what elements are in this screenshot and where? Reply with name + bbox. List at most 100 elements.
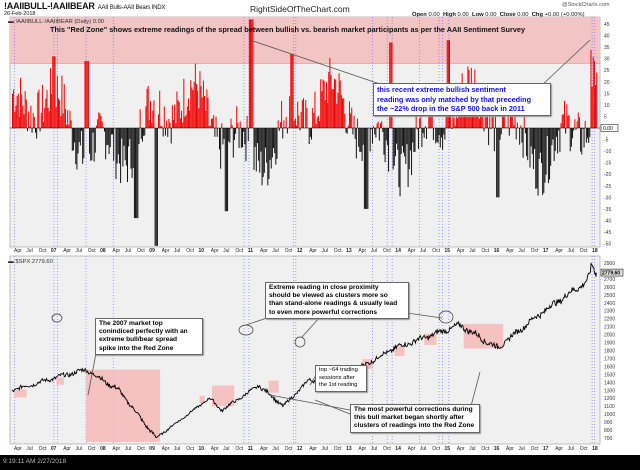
svg-text:1700: 1700 (604, 356, 615, 362)
svg-text:Jul: Jul (322, 446, 328, 452)
svg-text:10: 10 (199, 248, 205, 254)
svg-text:Oct: Oct (235, 446, 243, 452)
svg-text:2200: 2200 (604, 317, 615, 323)
svg-text:18: 18 (592, 248, 598, 254)
svg-text:-45: -45 (604, 230, 611, 236)
svg-text:Jul: Jul (125, 446, 131, 452)
svg-text:Apr: Apr (14, 446, 22, 452)
svg-text:Apr: Apr (162, 446, 170, 452)
svg-text:Oct: Oct (186, 446, 194, 452)
svg-text:13: 13 (346, 446, 352, 452)
svg-text:Jul: Jul (26, 446, 32, 452)
svg-text:Oct: Oct (137, 248, 145, 254)
svg-text:800: 800 (604, 428, 613, 434)
svg-text:Apr: Apr (555, 446, 563, 452)
svg-text:09: 09 (149, 446, 155, 452)
svg-text:Oct: Oct (39, 248, 47, 254)
svg-text:Apr: Apr (63, 248, 71, 254)
svg-text:Jul: Jul (568, 446, 574, 452)
svg-text:Oct: Oct (580, 248, 588, 254)
svg-text:Oct: Oct (580, 446, 588, 452)
svg-text:Oct: Oct (334, 446, 342, 452)
svg-text:Jul: Jul (125, 248, 131, 254)
svg-text:Apr: Apr (506, 446, 514, 452)
svg-text:16: 16 (494, 446, 500, 452)
svg-text:14: 14 (395, 248, 401, 254)
svg-text:Apr: Apr (112, 446, 120, 452)
svg-text:5: 5 (604, 114, 607, 120)
svg-text:Apr: Apr (506, 248, 514, 254)
taskbar-clock: 9:19:11 AM 2/27/2018 (3, 458, 67, 465)
svg-text:Oct: Oct (531, 446, 539, 452)
svg-text:1600: 1600 (604, 364, 615, 370)
watermark: @StockCharts.com (562, 2, 610, 8)
svg-text:Apr: Apr (457, 248, 465, 254)
svg-text:Jul: Jul (174, 446, 180, 452)
chart-subtitle: AAII Bulls-AAII Bears INDX (97, 5, 166, 11)
svg-text:Apr: Apr (555, 248, 563, 254)
svg-text:Jul: Jul (420, 446, 426, 452)
svg-text:Oct: Oct (481, 446, 489, 452)
svg-text:1800: 1800 (604, 349, 615, 355)
svg-text:Apr: Apr (260, 248, 268, 254)
svg-text:Apr: Apr (408, 446, 416, 452)
callout-clusters: Extreme reading in close proximity shoul… (265, 282, 409, 319)
svg-text:2500: 2500 (604, 293, 615, 299)
svg-text:25: 25 (604, 68, 610, 74)
svg-text:Jul: Jul (76, 446, 82, 452)
svg-text:Oct: Oct (285, 248, 293, 254)
svg-text:-40: -40 (604, 218, 611, 224)
svg-text:Jul: Jul (223, 446, 229, 452)
svg-text:-10: -10 (604, 149, 611, 155)
svg-text:17: 17 (543, 248, 549, 254)
svg-text:10: 10 (604, 103, 610, 109)
svg-text:Oct: Oct (137, 446, 145, 452)
svg-text:Jul: Jul (518, 248, 524, 254)
svg-text:2900: 2900 (604, 261, 615, 267)
bottom-panel-label: ▬ $SPX 2779.60 (8, 259, 53, 265)
svg-text:Jul: Jul (568, 248, 574, 254)
svg-text:Jul: Jul (26, 248, 32, 254)
ohlc-readout: Open 0.00 High 0.00 Low 0.00 Close 0.00 … (412, 12, 585, 18)
svg-text:11: 11 (248, 446, 254, 452)
chart-symbol-title: !AAIIBULL-!AAIIBEAR AAII Bulls-AAII Bears… (4, 1, 166, 11)
svg-text:2779.60: 2779.60 (602, 271, 620, 277)
svg-text:Oct: Oct (334, 248, 342, 254)
svg-text:-5: -5 (604, 138, 609, 144)
svg-text:Apr: Apr (358, 248, 366, 254)
svg-text:Oct: Oct (531, 248, 539, 254)
svg-text:15: 15 (445, 446, 451, 452)
svg-text:12: 12 (297, 248, 303, 254)
svg-text:15: 15 (604, 91, 610, 97)
callout-2007-top: The 2007 market top conindiced perfectly… (95, 318, 203, 355)
svg-text:2000: 2000 (604, 333, 615, 339)
svg-text:0.00: 0.00 (603, 126, 613, 132)
callout-corrections: The most powerful corrections during thi… (350, 404, 480, 433)
svg-text:12: 12 (297, 446, 303, 452)
chart-date: 26-Feb-2018 (4, 11, 36, 17)
svg-text:900: 900 (604, 420, 613, 426)
svg-text:Oct: Oct (285, 446, 293, 452)
svg-text:-25: -25 (604, 184, 611, 190)
svg-text:07: 07 (51, 446, 57, 452)
svg-text:07: 07 (51, 248, 57, 254)
svg-text:Jul: Jul (371, 446, 377, 452)
svg-text:10: 10 (199, 446, 205, 452)
svg-text:08: 08 (100, 446, 106, 452)
taskbar (0, 455, 640, 470)
svg-text:Apr: Apr (309, 446, 317, 452)
svg-text:2100: 2100 (604, 325, 615, 331)
svg-text:-50: -50 (604, 242, 611, 248)
svg-text:16: 16 (494, 248, 500, 254)
svg-text:Oct: Oct (88, 446, 96, 452)
svg-text:35: 35 (604, 45, 610, 51)
svg-text:15: 15 (445, 248, 451, 254)
svg-text:-35: -35 (604, 207, 611, 213)
svg-text:Jul: Jul (174, 248, 180, 254)
svg-text:18: 18 (592, 446, 598, 452)
svg-text:45: 45 (604, 22, 610, 28)
svg-text:700: 700 (604, 436, 613, 442)
svg-text:40: 40 (604, 34, 610, 40)
svg-text:-30: -30 (604, 195, 611, 201)
